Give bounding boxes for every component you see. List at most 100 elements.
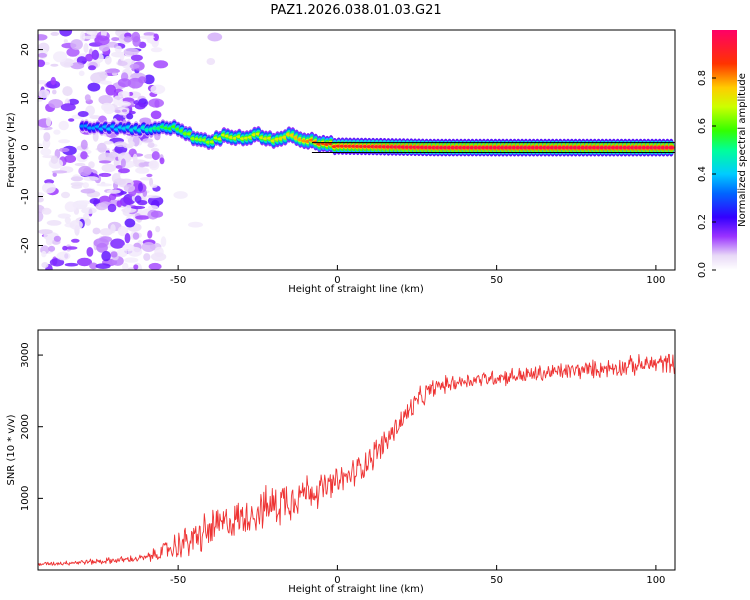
spectrogram-cell <box>101 102 113 112</box>
spectrogram-cell <box>120 158 126 168</box>
spectrogram-cell <box>59 30 73 37</box>
spectrogram-cell <box>130 54 143 61</box>
spectrogram-cell <box>94 35 110 46</box>
spectrogram-cell <box>132 153 138 165</box>
spectrogram-cell <box>74 162 86 167</box>
spectrogram-cell <box>142 138 154 143</box>
spectrogram-cell <box>48 99 64 109</box>
spectrogram-cell <box>148 98 165 108</box>
spectrogram-cell <box>81 207 97 215</box>
spectrogram-cell <box>83 43 89 53</box>
x-tick-label: 100 <box>646 275 665 286</box>
spectrogram-cell <box>101 250 111 262</box>
spectrogram-cell <box>45 117 52 127</box>
spectrogram-cell <box>119 196 132 207</box>
spectrogram-cell <box>132 232 140 240</box>
spectrogram-frame <box>37 29 676 271</box>
spectrogram-cell <box>52 89 57 95</box>
snr-x-axis-label: Height of straight line (km) <box>288 584 424 595</box>
colorbar-ticks: 0.0 0.2 0.4 0.6 0.8 <box>697 70 716 278</box>
spectrogram-cell <box>155 225 161 233</box>
x-tick-label: 50 <box>490 575 503 586</box>
spectrogram-cell <box>41 250 47 258</box>
spectrogram-y-axis-label: Frequency (Hz) <box>6 112 17 188</box>
spectrogram-cell <box>141 242 156 252</box>
spectrogram-cell <box>147 230 153 239</box>
spectrogram-cell <box>150 147 160 153</box>
spectrogram-cell <box>111 37 120 42</box>
spectrogram-cell <box>89 115 101 120</box>
spectrogram-cell <box>86 247 94 257</box>
spectrogram-cell <box>70 176 84 182</box>
spectrogram-cell <box>80 151 88 160</box>
spectrogram-cell <box>92 227 101 235</box>
spectrogram-cell <box>98 95 113 105</box>
spectrogram-cell <box>134 195 142 204</box>
spectrogram-cell <box>147 142 155 149</box>
x-tick-label: 100 <box>646 575 665 586</box>
spectrogram-panel: -50 0 50 100 -20 -10 0 10 20 Height of straight… <box>6 29 676 295</box>
colorbar-label: Normalized spectral amplitude <box>737 73 748 227</box>
snr-series-line <box>38 353 675 566</box>
spectrogram-cell <box>68 118 75 122</box>
spectrogram-cell <box>135 215 150 220</box>
spectrogram-cell <box>99 80 109 85</box>
spectrogram-cell <box>108 151 118 159</box>
spectrogram-cell <box>138 182 143 192</box>
spectrogram-cell <box>58 120 69 131</box>
spectrogram-cell <box>128 91 134 96</box>
spectrogram-cell <box>143 253 151 261</box>
x-tick-label: 50 <box>490 275 503 286</box>
chart-title: PAZ1.2026.038.01.03.G21 <box>270 3 441 18</box>
spectrogram-cell <box>116 248 128 258</box>
spectrogram-cell <box>53 129 61 135</box>
spectrogram-cell <box>89 198 101 205</box>
spectrogram-cell <box>151 151 160 161</box>
spectrogram-cell <box>130 205 146 210</box>
spectrogram-cell <box>123 47 139 56</box>
spectrogram-cell <box>60 103 76 112</box>
spectrogram-cell <box>63 39 68 44</box>
spectrogram-cell <box>50 155 59 164</box>
snr-frame <box>37 329 676 571</box>
y-tick-label: 0 <box>20 144 31 150</box>
spectrogram-cell <box>104 68 120 74</box>
spectrogram-cell <box>38 197 44 203</box>
colorbar: 0.0 0.2 0.4 0.6 0.8 Normalized spectral ampl… <box>697 30 748 278</box>
spectrogram-cell <box>53 235 62 242</box>
snr-y-axis-label: SNR (10 * v/v) <box>6 414 17 485</box>
spectrogram-cell <box>38 59 46 68</box>
spectrogram-cell <box>56 251 71 261</box>
spectrogram-cell <box>110 238 125 249</box>
colorbar-tick-label: 0.6 <box>697 118 708 134</box>
colorbar-tick-label: 0.8 <box>697 70 708 86</box>
spectrogram-cell <box>127 77 144 89</box>
spectrogram-cell <box>85 218 91 226</box>
spectrogram-y-ticks: -20 -10 0 10 20 <box>20 43 43 254</box>
spectrogram-cell <box>123 36 133 43</box>
spectrogram-cell <box>106 189 121 194</box>
spectrogram-cell <box>118 168 130 174</box>
spectrogram-cell <box>103 140 114 145</box>
spectrogram-cell <box>88 65 96 71</box>
spectrogram-cell <box>50 76 56 86</box>
spectrogram-cell <box>83 213 90 220</box>
spectrogram-cell <box>126 113 134 120</box>
spectrogram-cell <box>80 188 96 194</box>
y-tick-label: 10 <box>20 92 31 105</box>
spectrogram-cell <box>38 34 48 41</box>
spectrogram-cell <box>150 210 164 218</box>
spectrogram-cell <box>38 89 50 99</box>
spectrogram-cell <box>107 203 117 213</box>
colorbar-tick-label: 0.2 <box>697 214 708 230</box>
spectrogram-cell <box>53 51 68 63</box>
spectrogram-cell <box>116 200 123 208</box>
spectrogram-cell <box>64 154 77 163</box>
spectrogram-cell <box>110 251 118 258</box>
spectrogram-cell <box>51 170 68 174</box>
y-tick-label: -20 <box>20 237 31 253</box>
spectrogram-cell <box>69 220 83 230</box>
spectrogram-cell <box>38 192 45 198</box>
spectrogram-cell <box>104 55 112 65</box>
spectrogram-cell <box>41 262 49 268</box>
